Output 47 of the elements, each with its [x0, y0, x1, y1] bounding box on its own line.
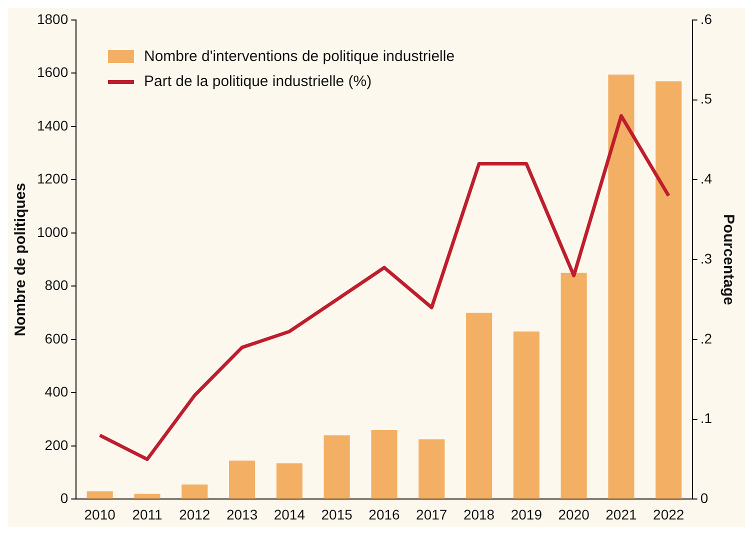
x-tick-label: 2011 — [132, 506, 163, 522]
bar — [276, 463, 302, 499]
y2-tick-label: .4 — [700, 170, 712, 187]
x-tick-label: 2012 — [179, 506, 210, 522]
y-tick-label: 1600 — [36, 64, 68, 80]
x-tick-label: 2017 — [416, 506, 448, 522]
bar — [418, 439, 445, 499]
bar — [229, 460, 256, 499]
y2-tick-label: .1 — [700, 410, 712, 426]
x-tick-label: 2018 — [463, 506, 495, 522]
y-axis-title: Nombre de politiques — [12, 182, 30, 336]
y-tick-label: 1200 — [36, 170, 68, 187]
x-tick-label: 2019 — [510, 506, 542, 522]
y-tick-label: 1000 — [36, 224, 68, 240]
bar — [371, 430, 398, 499]
x-tick-label: 2015 — [321, 506, 353, 522]
y-tick-label: 400 — [44, 384, 68, 400]
y2-tick-label: 0 — [700, 490, 708, 506]
bar — [560, 272, 587, 499]
y-tick-label: 200 — [44, 436, 68, 453]
bar — [656, 81, 682, 499]
x-tick-label: 2020 — [558, 506, 590, 522]
y2-tick-label: .3 — [700, 250, 712, 266]
x-tick-label: 2022 — [653, 506, 684, 522]
x-tick-label: 2013 — [226, 506, 258, 522]
bar — [608, 74, 634, 499]
y2-axis-title: Pourcentage — [720, 214, 737, 306]
bar — [86, 491, 113, 499]
y2-tick-label: .6 — [700, 10, 712, 27]
bar — [182, 484, 208, 499]
y-tick-label: 1400 — [36, 117, 68, 134]
legend-label: Nombre d'interventions de politique industrielle — [144, 48, 455, 65]
bar — [513, 331, 540, 499]
y-tick-label: 800 — [44, 277, 68, 294]
bar — [134, 494, 160, 499]
y-tick-label: 1800 — [36, 10, 68, 27]
y2-tick-label: .5 — [700, 90, 712, 107]
bar — [324, 435, 350, 499]
bar — [466, 312, 492, 499]
x-tick-label: 2010 — [84, 506, 116, 522]
y-tick-label: 600 — [44, 330, 68, 346]
y-tick-label: 0 — [60, 490, 68, 506]
legend-label: Part de la politique industrielle (%) — [144, 73, 372, 90]
x-tick-label: 2021 — [606, 506, 638, 522]
y2-tick-label: .2 — [700, 330, 712, 346]
x-tick-label: 2016 — [368, 506, 400, 522]
x-tick-label: 2014 — [274, 506, 306, 522]
